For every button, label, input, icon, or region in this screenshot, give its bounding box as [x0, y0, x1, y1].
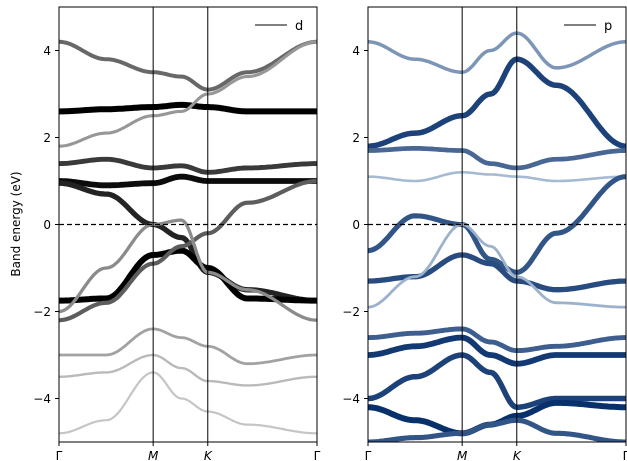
panel-p-bands — [368, 31, 626, 442]
panel-p: 4 2 0 −2 −4 Γ M K Γ p — [342, 6, 627, 461]
band-line-4 — [368, 171, 626, 183]
panel-p-legend-label: p — [604, 19, 612, 34]
band-line-10 — [368, 352, 626, 410]
band-line-2 — [368, 56, 626, 149]
panel-d-bands — [59, 39, 317, 435]
band-line-10 — [59, 327, 317, 366]
y-tick-label: 2 — [352, 131, 360, 145]
y-axis-label: Band energy (eV) — [9, 171, 23, 276]
x-tick-label: M — [148, 449, 159, 461]
x-tick-label: Γ — [365, 449, 372, 461]
panel-p-legend: p — [564, 19, 612, 34]
panel-d-y-ticks: 4 2 0 −2 −4 — [33, 44, 59, 406]
band-line-4 — [59, 156, 317, 175]
band-line-1 — [368, 31, 626, 74]
band-line-8 — [368, 326, 626, 354]
band-line-1 — [59, 39, 317, 92]
band-line-2 — [59, 101, 317, 115]
band-line-3 — [59, 40, 317, 148]
x-tick-label: K — [513, 449, 522, 461]
band-line-3 — [368, 146, 626, 171]
band-line-5 — [368, 174, 626, 275]
y-tick-label: 0 — [352, 218, 360, 232]
x-tick-label: K — [204, 449, 213, 461]
x-tick-label: Γ — [623, 449, 627, 461]
x-tick-label: M — [457, 449, 468, 461]
y-tick-label: −4 — [33, 392, 51, 406]
band-line-12 — [368, 417, 626, 442]
y-tick-label: −2 — [33, 305, 51, 319]
band-line-11 — [59, 353, 317, 387]
band-line-9 — [368, 334, 626, 367]
y-tick-label: 2 — [43, 131, 51, 145]
band-line-5 — [59, 173, 317, 189]
band-line-9 — [59, 218, 317, 322]
y-tick-label: −2 — [342, 305, 360, 319]
y-tick-label: 0 — [43, 218, 51, 232]
band-line-7 — [368, 223, 626, 309]
x-tick-label: Γ — [56, 449, 63, 461]
x-tick-label: Γ — [314, 449, 321, 461]
y-tick-label: 4 — [43, 44, 51, 58]
panel-p-y-ticks: 4 2 0 −2 −4 — [342, 44, 368, 406]
panel-d: 4 2 0 −2 −4 Γ M K Γ d — [33, 6, 321, 461]
band-line-8 — [59, 178, 317, 323]
panel-d-legend-label: d — [295, 19, 303, 34]
panel-d-legend: d — [255, 19, 303, 34]
y-tick-label: −4 — [342, 392, 360, 406]
y-tick-label: 4 — [352, 44, 360, 58]
band-line-12 — [59, 371, 317, 435]
